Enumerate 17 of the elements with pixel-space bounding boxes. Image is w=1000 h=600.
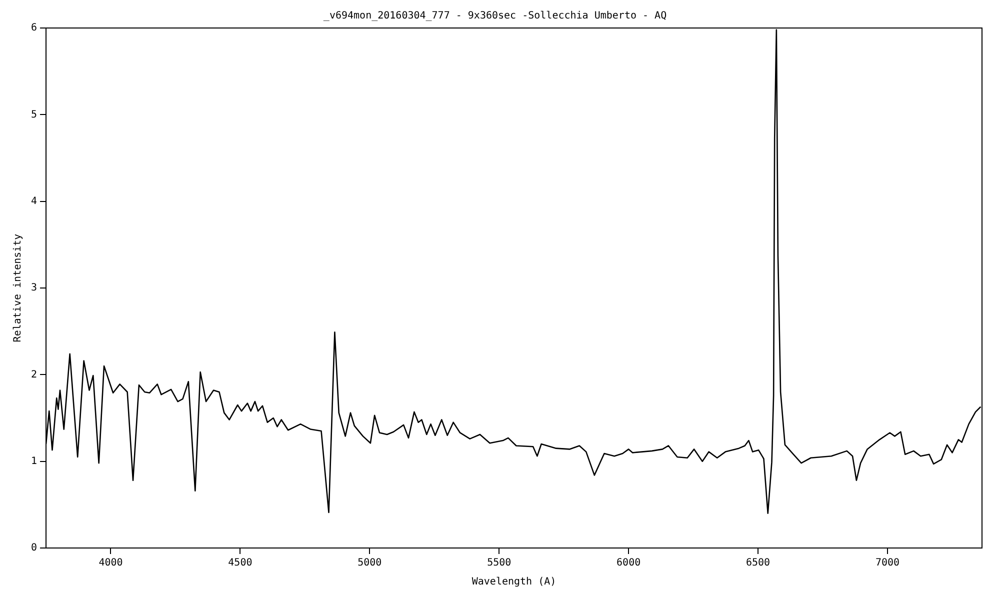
x-tick-label: 5000 bbox=[358, 558, 382, 569]
y-tick-label: 4 bbox=[30, 196, 38, 207]
x-tick-label: 4500 bbox=[228, 558, 252, 569]
y-axis-title: Relative intensity bbox=[12, 234, 24, 342]
x-tick-label: 6500 bbox=[746, 558, 770, 569]
y-tick-label: 3 bbox=[30, 282, 38, 294]
y-tick-label: 1 bbox=[30, 456, 38, 467]
y-tick-label: 2 bbox=[30, 369, 38, 380]
y-tick-label: 6 bbox=[30, 22, 38, 34]
x-tick-label: 4000 bbox=[98, 558, 123, 569]
x-tick-label: 6000 bbox=[616, 558, 641, 569]
y-tick-label: 5 bbox=[30, 109, 38, 120]
chart-title: _v694mon_20160304_777 - 9x360sec -Sollecchia Umberto - AQ bbox=[323, 10, 667, 22]
y-tick-label: 0 bbox=[30, 542, 38, 554]
x-axis-title: Wavelength (A) bbox=[472, 576, 556, 588]
x-tick-label: 5500 bbox=[487, 558, 512, 569]
x-tick-label: 7000 bbox=[875, 558, 900, 569]
